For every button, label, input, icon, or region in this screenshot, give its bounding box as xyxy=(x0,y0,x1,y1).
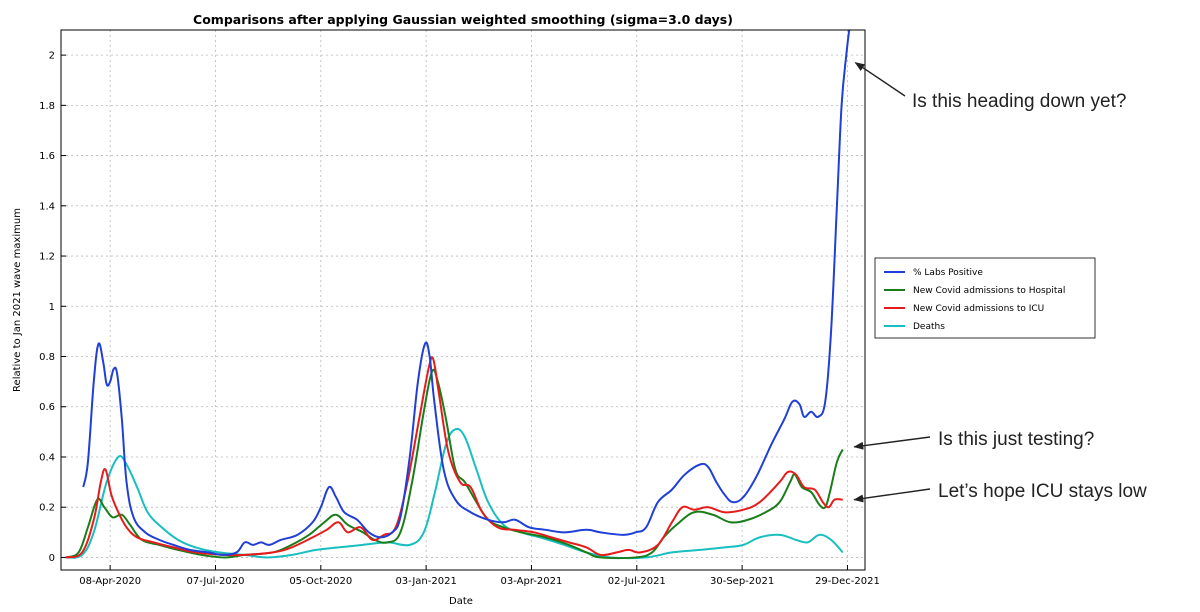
plot-series xyxy=(65,30,851,560)
legend-label-new-covid-admissions-to-icu: New Covid admissions to ICU xyxy=(913,304,1044,314)
x-tick-label: 29-Dec-2021 xyxy=(815,576,880,587)
y-tick-label: 1 xyxy=(49,302,55,313)
legend-label-deaths: Deaths xyxy=(913,322,945,332)
legend-label-labs-positive: % Labs Positive xyxy=(913,268,983,278)
plot-frame xyxy=(60,29,866,571)
y-tick-label: 2 xyxy=(49,51,55,62)
annotation-arrow xyxy=(853,488,931,503)
y-tick-label: 0 xyxy=(49,553,55,564)
y-tick-label: 1.8 xyxy=(39,101,55,112)
x-tick-label: 07-Jul-2020 xyxy=(186,576,244,587)
x-tick-label: 08-Apr-2020 xyxy=(79,576,141,587)
y-tick-label: 0.6 xyxy=(39,402,55,413)
x-tick-label: 05-Oct-2020 xyxy=(289,576,352,587)
y-tick-label: 0.2 xyxy=(39,503,55,514)
x-tick-label: 30-Sep-2021 xyxy=(710,576,774,587)
legend-label-new-covid-admissions-to-hospital: New Covid admissions to Hospital xyxy=(913,286,1065,296)
x-tick-label: 03-Jan-2021 xyxy=(395,576,456,587)
annotation-text: Is this just testing? xyxy=(938,429,1094,450)
legend-box xyxy=(874,257,1096,339)
annotations: Is this heading down yet? Is this just te… xyxy=(853,62,1147,503)
x-axis-label: Date xyxy=(449,596,473,607)
annotation-text: Is this heading down yet? xyxy=(912,91,1126,112)
annotation-arrow xyxy=(853,436,931,450)
grid-lines xyxy=(61,30,865,570)
series-line-new-covid-admissions-to-icu xyxy=(65,356,843,559)
y-axis: 0 0.2 0.4 0.6 0.8 1 1.2 1.4 1.6 1.8 2 xyxy=(39,51,66,564)
y-axis-label: Relative to Jan 2021 wave maximum xyxy=(12,208,23,392)
legend: % Labs Positive New Covid admissions to H… xyxy=(874,257,1096,339)
chart-title: Comparisons after applying Gaussian weig… xyxy=(193,12,733,27)
x-tick-label: 02-Jul-2021 xyxy=(608,576,666,587)
x-axis: 08-Apr-2020 07-Jul-2020 05-Oct-2020 03-Jan-… xyxy=(79,565,880,587)
y-tick-label: 1.2 xyxy=(39,252,55,263)
y-tick-label: 0.8 xyxy=(39,352,55,363)
annotation-arrow xyxy=(854,62,906,97)
y-tick-label: 0.4 xyxy=(39,452,55,463)
x-tick-label: 03-Apr-2021 xyxy=(501,576,563,587)
series-line-new-covid-admissions-to-hospital xyxy=(65,368,844,560)
annotation-text: Let’s hope ICU stays low xyxy=(938,481,1147,502)
y-tick-label: 1.6 xyxy=(39,151,55,162)
y-tick-label: 1.4 xyxy=(39,201,55,212)
series-line-deaths xyxy=(65,427,844,560)
series-line-labs-positive xyxy=(82,30,851,556)
